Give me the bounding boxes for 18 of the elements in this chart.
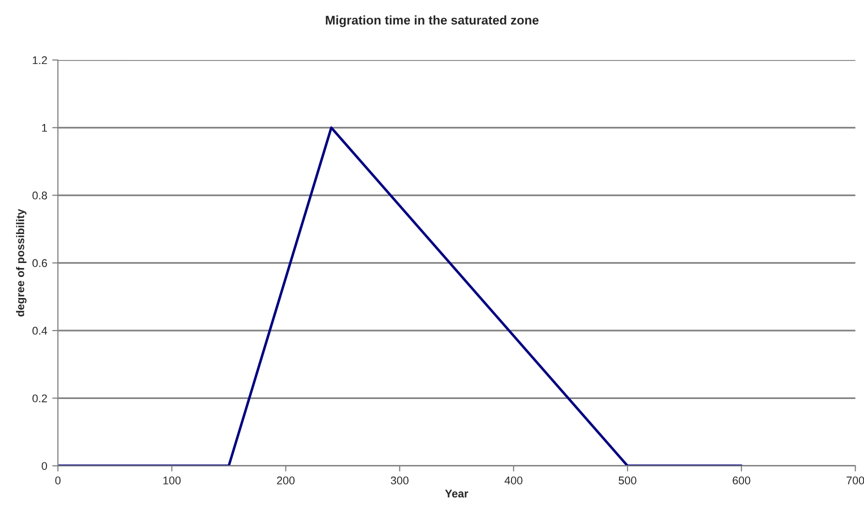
x-tick-label: 700 <box>846 476 864 484</box>
y-tick-label: 0 <box>42 462 48 470</box>
x-tick-label: 200 <box>277 476 295 484</box>
x-axis-title: Year <box>445 490 468 498</box>
y-tick-label: 1 <box>42 124 47 132</box>
x-tick-label: 600 <box>732 476 750 484</box>
x-tick-label: 400 <box>504 476 522 484</box>
y-axis-title: degree of possibility <box>16 208 26 316</box>
x-tick-label: 300 <box>390 476 408 484</box>
y-tick-label: 0.6 <box>32 259 47 268</box>
y-tick-label: 0.2 <box>32 394 47 402</box>
chart-title: Migration time in the saturated zone <box>326 15 539 28</box>
y-tick-label: 1.2 <box>32 56 47 64</box>
y-tick-label: 0.8 <box>32 192 47 200</box>
y-tick-label: 0.4 <box>32 326 48 335</box>
x-tick-label: 500 <box>618 476 636 484</box>
x-tick-label: 100 <box>163 476 181 484</box>
x-tick-label: 0 <box>55 476 61 484</box>
